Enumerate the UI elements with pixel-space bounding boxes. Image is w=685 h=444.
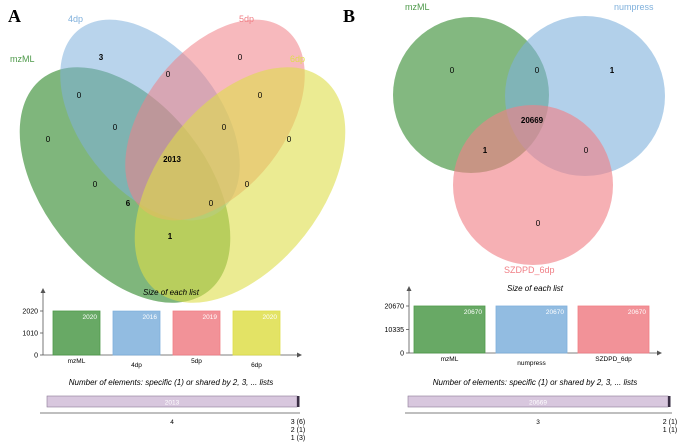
chart-a-bar-value: 2019: [203, 314, 218, 321]
intersections-a-bar-label: 2013: [165, 400, 180, 407]
panel-a-letter: A: [8, 6, 21, 26]
chart-a-category-label: mzML: [68, 358, 86, 365]
venn-b-circle-szdpd: [453, 105, 613, 265]
chart-a-bar: [112, 310, 161, 356]
venn-b-label-szdpd: SZDPD_6dp: [504, 265, 555, 275]
venn-a-region-4-mz: 0: [77, 91, 82, 100]
chart-a-bar: [232, 310, 281, 356]
venn-a-region-6dp: 0: [287, 135, 292, 144]
chart-a-ytick-label: 2020: [22, 309, 38, 316]
intersections-b-bar-label: 20669: [529, 400, 547, 407]
chart-a-category-label: 5dp: [191, 358, 202, 365]
intersections-b-axis-label: 3: [536, 419, 540, 426]
venn-b-region-np-sz: 0: [584, 146, 589, 155]
chart-a-bar: [52, 310, 101, 356]
intersections-a-axis-label: 4: [170, 419, 174, 426]
chart-a-bar-value: 2020: [263, 314, 278, 321]
venn-a-region-4dp: 3: [99, 53, 104, 62]
chart-b-category-label: numpress: [517, 360, 546, 367]
chart-b-ytick-label: 10335: [385, 327, 405, 334]
venn-a-label-mzml: mzML: [10, 54, 35, 64]
venn-b-region-all: 20669: [521, 116, 544, 125]
venn-a-region-5-6: 0: [258, 91, 263, 100]
chart-b-y-arrow: [406, 286, 412, 291]
chart-a-ytick-label: 1010: [22, 331, 38, 338]
chart-b-ytick-label: 0: [400, 351, 404, 358]
chart-b-category-label: mzML: [441, 356, 459, 363]
venn-a-region-mz-5-6: 0: [209, 199, 214, 208]
chart-a-bar-value: 2020: [83, 314, 98, 321]
venn-b-region-mzml: 0: [450, 66, 455, 75]
venn-a-label-6dp: 6dp: [290, 54, 305, 64]
venn-b-region-szdpd: 0: [536, 219, 541, 228]
intersections-a-legend-2: 1 (3): [291, 435, 305, 442]
chart-a-bar: [172, 310, 221, 356]
venn-b-region-numpress: 1: [610, 66, 615, 75]
chart-a-bar-value: 2016: [143, 314, 158, 321]
venn-a: [19, 19, 346, 303]
chart-b-title: Size of each list: [507, 284, 564, 293]
intersections-a-legend-0: 3 (6): [291, 419, 305, 426]
venn-a-region-5-6-mz: 0: [245, 180, 250, 189]
venn-a-region-mz-4-6: 6: [126, 199, 131, 208]
venn-b-label-numpress: numpress: [614, 2, 654, 12]
intersections-a-legend-1: 2 (1): [291, 427, 305, 434]
intersections-b-title: Number of elements: specific (1) or shar…: [433, 378, 638, 387]
chart-a-title: Size of each list: [143, 288, 200, 297]
chart-b-bar-value: 20670: [628, 309, 646, 316]
venn-a-ellipse-6dp: [134, 67, 346, 303]
intersections-b-bar-end: [668, 396, 671, 407]
venn-b-region-mz-np: 0: [535, 66, 540, 75]
venn-a-region-mz-6: 1: [168, 232, 173, 241]
chart-b-category-label: SZDPD_6dp: [595, 356, 632, 363]
venn-a-region-mz-5: 0: [93, 180, 98, 189]
chart-a-ytick-label: 0: [34, 353, 38, 360]
chart-b-bar-value: 20670: [546, 309, 564, 316]
intersections-b-legend-0: 2 (1): [663, 419, 677, 426]
chart-b-bar-value: 20670: [464, 309, 482, 316]
panel-b-letter: B: [343, 6, 355, 26]
chart-a-y-arrow: [40, 288, 46, 293]
venn-b-region-mz-sz: 1: [483, 146, 488, 155]
chart-b-ytick-label: 20670: [385, 304, 405, 311]
venn-b-label-mzml: mzML: [405, 2, 430, 12]
venn-a-region-4-5: 0: [166, 70, 171, 79]
chart-b-x-arrow: [657, 350, 662, 356]
chart-b-bar: [495, 305, 568, 354]
venn-a-label-5dp: 5dp: [239, 14, 254, 24]
venn-a-region-mzml: 0: [46, 135, 51, 144]
chart-b-bar: [577, 305, 650, 354]
venn-a-region-4-5-6: 0: [222, 123, 227, 132]
venn-a-region-all: 2013: [163, 155, 181, 164]
chart-a-category-label: 4dp: [131, 362, 142, 369]
intersections-a-bar-end: [297, 396, 300, 407]
venn-b: [393, 16, 665, 265]
intersections-b-legend-1: 1 (1): [663, 427, 677, 434]
intersections-a-title: Number of elements: specific (1) or shar…: [69, 378, 274, 387]
venn-a-label-4dp: 4dp: [68, 14, 83, 24]
venn-a-region-5dp: 0: [238, 53, 243, 62]
venn-a-region-mz-4-5: 0: [113, 123, 118, 132]
chart-b-bar: [413, 305, 486, 354]
chart-a-category-label: 6dp: [251, 362, 262, 369]
chart-a-x-arrow: [297, 352, 302, 358]
